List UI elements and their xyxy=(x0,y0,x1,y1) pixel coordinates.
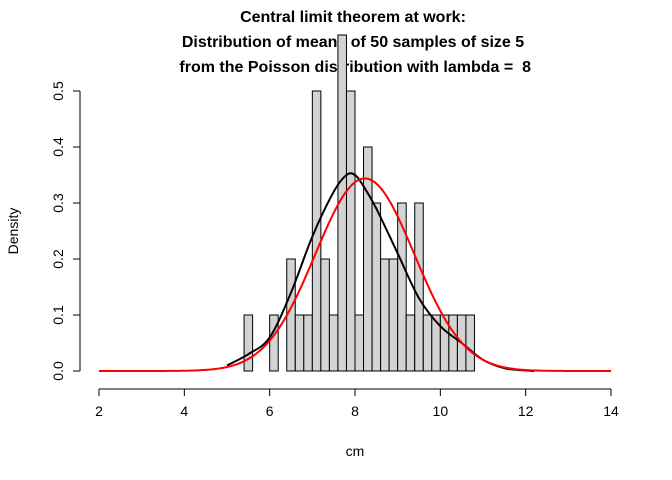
histogram-bar-9 xyxy=(320,258,330,372)
histogram-bar-18 xyxy=(397,202,407,372)
histogram-bar-10 xyxy=(328,314,339,372)
histogram-bar-3 xyxy=(269,314,279,372)
y-tick-label: 0.4 xyxy=(50,137,66,157)
y-tick-label: 0.2 xyxy=(50,249,66,269)
histogram-bar-7 xyxy=(303,314,313,372)
histogram-bar-0 xyxy=(243,314,254,372)
normal-density-curve xyxy=(99,177,611,372)
histogram-bar-26 xyxy=(465,314,475,372)
y-tick-label: 0.1 xyxy=(50,305,66,325)
histogram-bar-6 xyxy=(294,314,305,372)
histogram-bar-13 xyxy=(354,314,365,372)
histogram-bar-21 xyxy=(422,314,433,372)
x-tick-label: 2 xyxy=(95,403,103,419)
x-tick-label: 10 xyxy=(433,403,449,419)
x-axis: 2 4 6 8 10 12 14 xyxy=(95,388,619,419)
x-tick-label: 8 xyxy=(351,403,359,419)
chart-title-line-2: Distribution of means of 50 samples of s… xyxy=(182,34,524,51)
y-tick-label: 0.0 xyxy=(50,361,66,381)
y-tick-label: 0.3 xyxy=(50,193,66,213)
density-curves xyxy=(99,172,611,372)
histogram-bar-8 xyxy=(311,90,322,372)
histogram-bar-12 xyxy=(345,90,356,372)
y-axis: 0.0 0.1 0.2 0.3 0.4 0.5 xyxy=(50,81,81,381)
histogram-bar-19 xyxy=(405,314,416,372)
histogram-bar-20 xyxy=(414,202,424,372)
chart-title: Central limit theorem at work: Distribut… xyxy=(175,9,531,76)
histogram-bar-16 xyxy=(380,258,390,372)
x-tick-label: 14 xyxy=(603,403,619,419)
x-tick-label: 6 xyxy=(266,403,274,419)
x-tick-label: 12 xyxy=(518,403,534,419)
y-axis-label: Density xyxy=(5,208,21,255)
histogram-bar-17 xyxy=(388,258,399,372)
chart-title-line-1: Central limit theorem at work: xyxy=(240,9,466,26)
chart-title-line-3: from the Poisson distribution with lambd… xyxy=(175,59,531,76)
x-tick-label: 4 xyxy=(180,403,188,419)
y-tick-label: 0.5 xyxy=(50,81,66,101)
x-axis-label: cm xyxy=(346,443,365,459)
histogram-bar-15 xyxy=(371,202,382,372)
histogram-bar-24 xyxy=(448,314,458,372)
